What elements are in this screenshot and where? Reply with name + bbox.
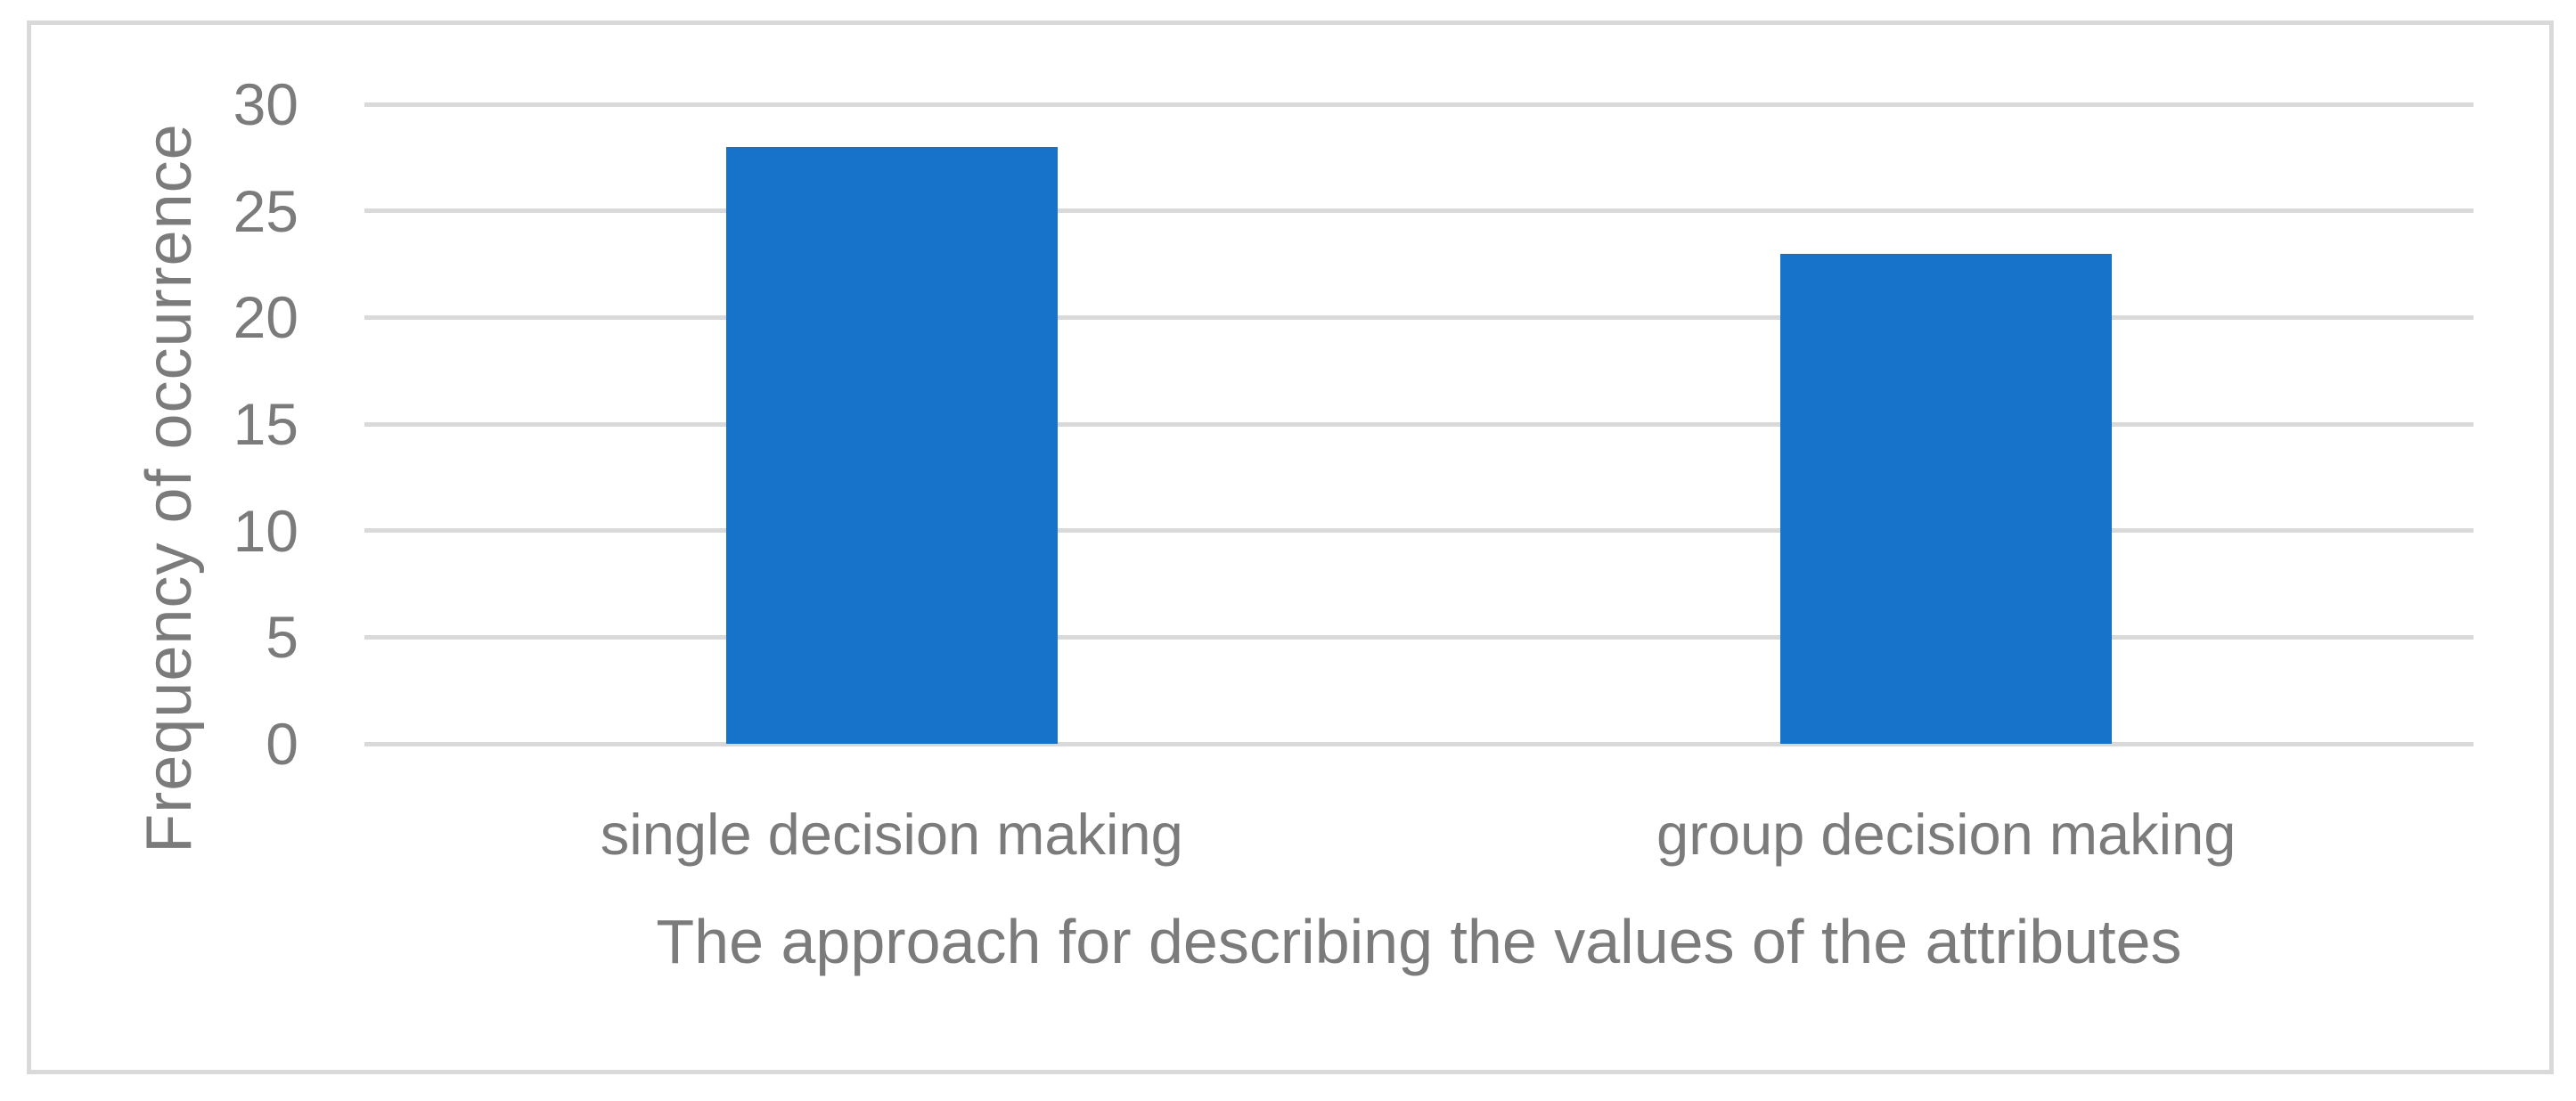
gridline: [364, 314, 2474, 320]
y-tick-label: 25: [233, 177, 298, 244]
y-tick-label: 5: [266, 604, 298, 671]
y-tick-label: 30: [233, 71, 298, 137]
gridline: [364, 421, 2474, 427]
x-category-label: group decision making: [1656, 802, 2237, 867]
gridline: [364, 528, 2474, 534]
y-axis-tick-labels: 0 5 10 15 20 25 30: [134, 75, 298, 773]
gridline: [364, 634, 2474, 640]
plot-area: [364, 102, 2474, 746]
y-tick-label: 20: [233, 284, 298, 351]
x-axis-category-labels: single decision making group decision mak…: [364, 800, 2474, 869]
chart-bar: [725, 146, 1058, 744]
y-tick-label: 10: [233, 497, 298, 564]
gridline: [364, 102, 2474, 107]
gridline: [364, 741, 2474, 746]
y-tick-label: 15: [233, 391, 298, 457]
x-category-label: single decision making: [600, 802, 1183, 867]
chart-frame: [27, 20, 2554, 1074]
chart-bar: [1780, 253, 2113, 744]
gridline: [364, 208, 2474, 214]
x-axis-title: The approach for describing the values o…: [656, 907, 2182, 976]
y-tick-label: 0: [266, 711, 298, 777]
